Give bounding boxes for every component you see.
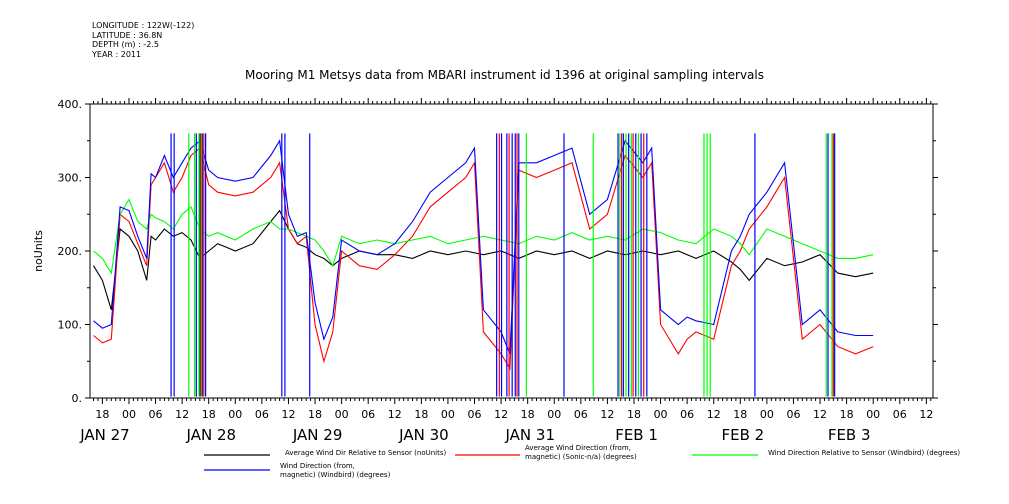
x-hour-label: 12 xyxy=(281,408,295,421)
x-hour-label: 12 xyxy=(175,408,189,421)
x-date-label: JAN 29 xyxy=(292,426,343,444)
y-tick-label: 0. xyxy=(72,392,83,405)
x-hour-label: 18 xyxy=(202,408,216,421)
x-hour-label: 12 xyxy=(494,408,508,421)
y-axis-label: noUnits xyxy=(32,230,45,272)
x-date-label: JAN 27 xyxy=(79,426,130,444)
x-hour-label: 06 xyxy=(149,408,163,421)
x-hour-label: 12 xyxy=(919,408,933,421)
x-hour-label: 00 xyxy=(228,408,242,421)
x-date-label: JAN 30 xyxy=(398,426,449,444)
legend-label-line: magnetic) (Windbird) (degrees) xyxy=(280,471,391,479)
x-hour-label: 18 xyxy=(308,408,322,421)
legend-label-line: Average Wind Dir Relative to Sensor (noU… xyxy=(285,449,446,457)
legend-label-line: Wind Direction (from, xyxy=(280,462,355,470)
x-hour-label: 18 xyxy=(627,408,641,421)
x-date-label: FEB 3 xyxy=(828,426,871,444)
x-hour-label: 00 xyxy=(122,408,136,421)
x-hour-label: 12 xyxy=(707,408,721,421)
x-hour-label: 18 xyxy=(95,408,109,421)
x-hour-label: 06 xyxy=(361,408,375,421)
x-hour-label: 06 xyxy=(468,408,482,421)
series-line-3 xyxy=(93,139,874,355)
x-date-label: JAN 31 xyxy=(504,426,555,444)
depth-text: DEPTH (m) : -2.5 xyxy=(92,40,159,49)
series-line-2 xyxy=(93,198,874,275)
x-hour-label: 06 xyxy=(680,408,694,421)
x-date-label: FEB 2 xyxy=(722,426,765,444)
x-hour-label: 12 xyxy=(388,408,402,421)
legend-label-0: Average Wind Dir Relative to Sensor (noU… xyxy=(285,449,446,457)
x-hour-label: 18 xyxy=(414,408,428,421)
x-hour-label: 00 xyxy=(547,408,561,421)
longitude-text: LONGITUDE : 122W(-122) xyxy=(92,21,195,30)
legend-label-line: magnetic) (Sonic-n/a) (degrees) xyxy=(525,453,637,461)
legend-label-line: Wind Direction Relative to Sensor (Windb… xyxy=(768,449,960,457)
y-tick-label: 100. xyxy=(58,319,83,332)
x-hour-label: 00 xyxy=(866,408,880,421)
year-text: YEAR : 2011 xyxy=(92,49,142,59)
x-hour-label: 00 xyxy=(335,408,349,421)
legend-label-3: Wind Direction (from, magnetic) (Windbird… xyxy=(280,462,391,479)
latitude-text: LATITUDE : 36.8N xyxy=(92,30,163,40)
x-hour-label: 18 xyxy=(733,408,747,421)
y-tick-label: 300. xyxy=(58,172,83,185)
x-hour-label: 00 xyxy=(760,408,774,421)
x-hour-label: 06 xyxy=(574,408,588,421)
chart-title: Mooring M1 Metsys data from MBARI instru… xyxy=(245,68,764,82)
x-hour-label: 00 xyxy=(441,408,455,421)
legend-label-1: Average Wind Direction (from, magnetic) (… xyxy=(525,444,637,461)
x-hour-label: 12 xyxy=(600,408,614,421)
metadata-block: LONGITUDE : 122W(-122) LATITUDE : 36.8N … xyxy=(92,21,194,59)
legend-label-line: Average Wind Direction (from, xyxy=(525,444,631,452)
x-hour-label: 06 xyxy=(786,408,800,421)
x-hour-label: 12 xyxy=(813,408,827,421)
series-line-1 xyxy=(93,147,874,371)
y-tick-label: 200. xyxy=(58,245,83,258)
y-tick-label: 400. xyxy=(58,98,83,111)
x-date-label: FEB 1 xyxy=(615,426,658,444)
x-hour-label: 18 xyxy=(521,408,535,421)
x-hour-label: 06 xyxy=(893,408,907,421)
x-hour-label: 00 xyxy=(654,408,668,421)
x-hour-label: 18 xyxy=(840,408,854,421)
plot-frame xyxy=(89,103,934,399)
series-line-0 xyxy=(93,209,874,310)
legend-label-2: Wind Direction Relative to Sensor (Windb… xyxy=(768,449,960,457)
x-hour-label: 06 xyxy=(255,408,269,421)
x-date-label: JAN 28 xyxy=(186,426,237,444)
